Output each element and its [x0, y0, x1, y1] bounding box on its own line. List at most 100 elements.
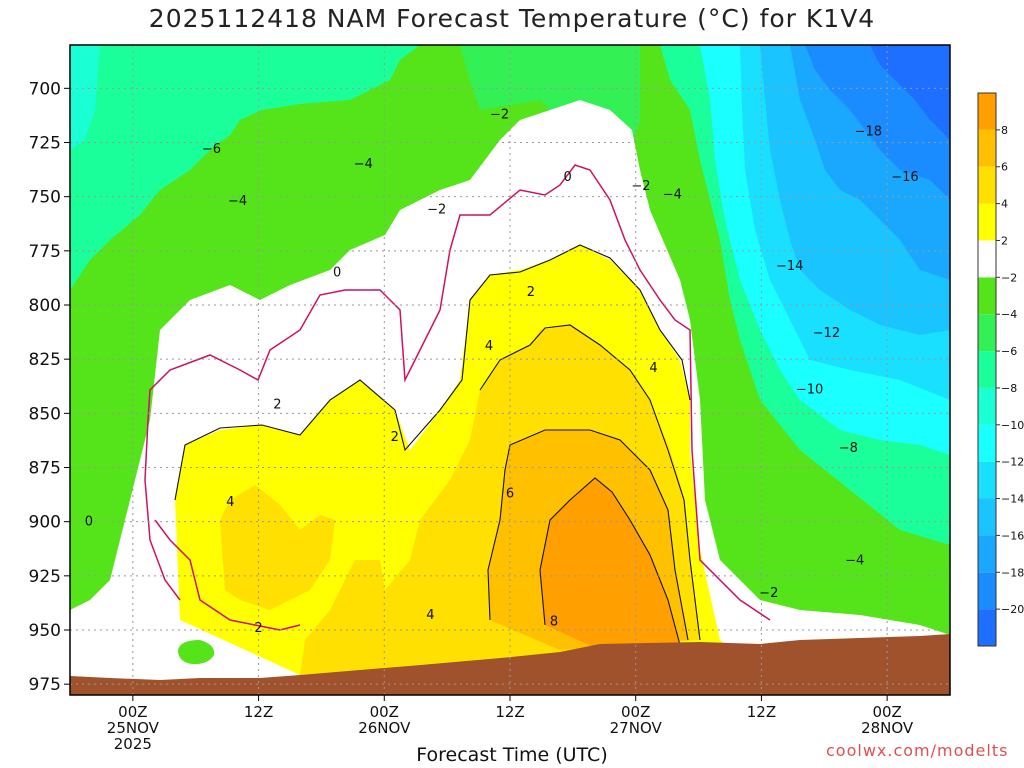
contour-label: −2 — [490, 107, 509, 122]
colorbar-swatch — [978, 351, 996, 388]
chart-title: 2025112418 NAM Forecast Temperature (°C)… — [148, 4, 876, 33]
colorbar-swatch — [978, 498, 996, 536]
y-tick-label: 900 — [29, 513, 61, 533]
colorbar-swatch — [978, 572, 996, 610]
contour-label: −16 — [891, 170, 918, 185]
colorbar-swatch — [978, 609, 996, 646]
contour-label: −18 — [855, 125, 882, 140]
y-tick-label: 850 — [29, 404, 61, 424]
colorbar-label: 6 — [1001, 161, 1008, 174]
y-tick-label: 700 — [29, 79, 61, 99]
contour-label: 2 — [254, 621, 262, 636]
fill-green-blob — [178, 640, 215, 665]
y-tick-label: 875 — [29, 459, 61, 479]
contour-label: 0 — [333, 266, 341, 281]
contour-line-plus2 — [174, 244, 691, 501]
contour-label: −4 — [663, 188, 682, 203]
colorbar-swatch — [978, 461, 996, 499]
x-tick-label: 12Z — [495, 703, 524, 721]
colorbar-swatch — [978, 387, 996, 425]
contour-labels: −6 −4 −4 −2 −2 −2 −4 0 0 0 2 2 2 2 4 4 4 4 6 8 −18 −16 −14 −12 −… — [85, 107, 919, 636]
x-tick-label: 26NOV — [358, 719, 411, 737]
fill-very-cold-left-cyan — [70, 45, 100, 150]
colorbar-swatch — [978, 314, 996, 352]
y-tick-label: 825 — [29, 350, 61, 370]
colorbar-label: −20 — [1001, 603, 1024, 616]
colorbar-swatch — [978, 129, 996, 167]
contour-label: −2 — [759, 586, 778, 601]
contour-label: −14 — [776, 259, 803, 274]
colorbar-label: −6 — [1001, 345, 1017, 358]
x-tick-label: 00Z — [621, 703, 650, 721]
contour-label: 0 — [563, 170, 571, 185]
contour-label: 4 — [426, 608, 434, 623]
contour-label: −2 — [631, 179, 650, 194]
colorbar-label: −8 — [1001, 382, 1017, 395]
contour-line-plus6 — [487, 429, 689, 641]
x-tick-label: 12Z — [244, 703, 273, 721]
colorbar: −20 −18 −16 −14 −12 −10 −8 −6 −4 −2 2 4 6 8 — [977, 92, 1024, 647]
y-tick-label: 725 — [29, 134, 61, 154]
colorbar-label: 8 — [1001, 124, 1008, 137]
contour-label: 8 — [550, 614, 558, 629]
colorbar-label: −14 — [1001, 493, 1024, 506]
contour-label: 4 — [226, 495, 234, 510]
contour-label: 2 — [273, 398, 281, 413]
contour-label: −10 — [796, 383, 823, 398]
x-tick-label: 28NOV — [861, 719, 914, 737]
x-tick-label: 00Z — [370, 703, 399, 721]
contour-label: 6 — [506, 487, 514, 502]
y-tick-label: 925 — [29, 567, 61, 587]
colorbar-swatch — [978, 203, 996, 241]
colorbar-label: −4 — [1001, 308, 1017, 321]
x-tick-label: 00Z — [118, 703, 147, 721]
y-tick-label: 750 — [29, 188, 61, 208]
contour-label: 4 — [485, 339, 493, 354]
colorbar-label: 2 — [1001, 234, 1008, 247]
contour-label: −4 — [845, 554, 864, 569]
colorbar-frame — [977, 92, 997, 647]
y-tick-label: 950 — [29, 621, 61, 641]
y-axis-ticks: 700 725 750 775 800 825 850 875 900 925 950 975 — [29, 79, 70, 695]
contour-label: −4 — [354, 157, 373, 172]
colorbar-label: 4 — [1001, 198, 1008, 211]
y-tick-label: 775 — [29, 242, 61, 262]
contour-label: 2 — [391, 430, 399, 445]
x-tick-label: 12Z — [747, 703, 776, 721]
x-tick-label: 00Z — [872, 703, 901, 721]
contour-label: 0 — [85, 515, 93, 530]
x-tick-label: 27NOV — [610, 719, 663, 737]
fill-minus20-blue — [870, 45, 950, 140]
colorbar-label: −16 — [1001, 529, 1024, 542]
contour-label: 2 — [527, 285, 535, 300]
x-axis-label: Forecast Time (UTC) — [416, 744, 608, 766]
fill-plus8-deep-orange — [540, 478, 680, 650]
contour-label: −8 — [839, 441, 858, 456]
colorbar-label: −2 — [1001, 271, 1017, 284]
contour-line-plus4 — [479, 324, 701, 641]
colorbar-label: −18 — [1001, 566, 1024, 579]
contour-label: 4 — [649, 361, 657, 376]
contour-label: −4 — [228, 194, 247, 209]
chart-grid — [70, 45, 950, 695]
x-tick-label: 2025 — [114, 735, 152, 753]
y-tick-label: 800 — [29, 296, 61, 316]
credit-link[interactable]: coolwx.com/modelts — [826, 741, 1009, 760]
colorbar-swatch — [978, 93, 996, 130]
colorbar-label: −12 — [1001, 456, 1024, 469]
contour-label: −6 — [202, 142, 221, 157]
contour-line-plus8 — [539, 477, 681, 646]
colorbar-swatch — [978, 277, 996, 315]
contour-label: −12 — [813, 326, 840, 341]
colorbar-label: −10 — [1001, 419, 1024, 432]
colorbar-swatch — [978, 240, 996, 278]
colorbar-swatch — [978, 424, 996, 462]
contour-label: −2 — [427, 203, 446, 218]
colorbar-swatch — [978, 535, 996, 573]
colorbar-swatch — [978, 166, 996, 204]
fill-plus4-gold-left — [220, 485, 335, 610]
y-tick-label: 975 — [29, 675, 61, 695]
x-tick-label: 25NOV — [107, 719, 160, 737]
